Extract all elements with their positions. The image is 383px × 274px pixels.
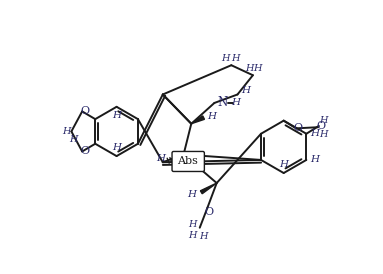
Text: H: H: [221, 54, 229, 63]
Text: H: H: [112, 143, 121, 152]
Text: H: H: [188, 220, 196, 229]
Text: O: O: [316, 121, 326, 131]
Text: H: H: [231, 54, 239, 63]
Text: H: H: [319, 116, 328, 125]
Text: Abs: Abs: [177, 156, 198, 167]
Text: H: H: [69, 135, 77, 144]
Text: H: H: [200, 232, 208, 241]
Text: O: O: [294, 123, 303, 133]
Text: H: H: [310, 129, 319, 138]
Text: H: H: [231, 98, 240, 107]
Text: H: H: [319, 130, 328, 139]
Text: O: O: [81, 106, 90, 116]
Text: H: H: [62, 127, 70, 136]
Text: H: H: [241, 86, 250, 95]
Text: H: H: [245, 64, 253, 73]
FancyBboxPatch shape: [172, 152, 205, 172]
Polygon shape: [200, 183, 217, 194]
Text: H: H: [188, 190, 196, 199]
Text: N: N: [217, 96, 227, 109]
Text: H: H: [310, 155, 319, 164]
Text: H: H: [279, 160, 288, 169]
Text: H: H: [207, 112, 216, 121]
Text: O: O: [81, 147, 90, 156]
Text: H: H: [253, 64, 262, 73]
Text: H: H: [156, 154, 165, 163]
Text: H: H: [188, 231, 196, 240]
Polygon shape: [191, 116, 205, 124]
Text: O: O: [205, 207, 214, 216]
Text: H: H: [112, 111, 121, 120]
